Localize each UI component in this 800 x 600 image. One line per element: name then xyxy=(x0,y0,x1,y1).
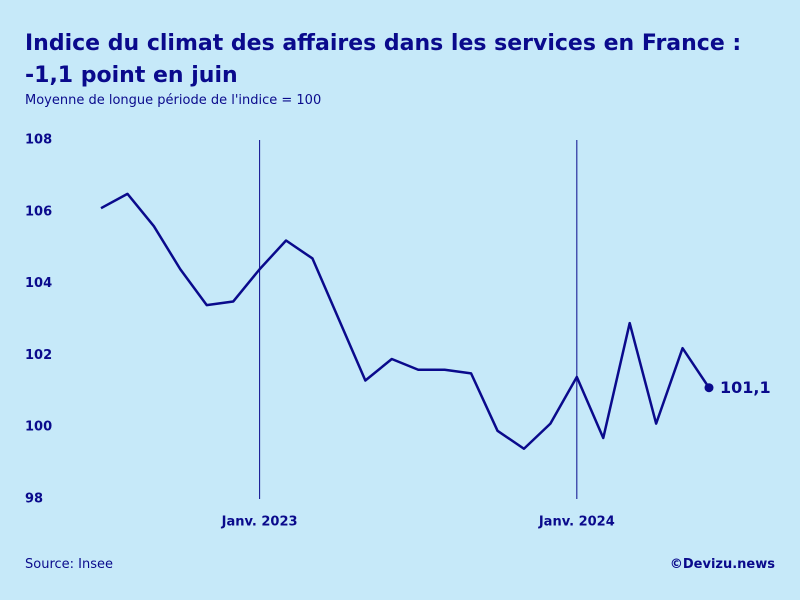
y-tick-label: 102 xyxy=(25,348,52,363)
x-tick-label: Janv. 2023 xyxy=(221,515,298,530)
credit: ©Devizu.news xyxy=(669,557,775,572)
y-tick-label: 106 xyxy=(25,204,52,219)
value-label: 101,1 xyxy=(720,378,771,397)
y-tick-label: 108 xyxy=(25,133,52,148)
x-tick-label: Janv. 2024 xyxy=(538,515,615,530)
y-tick-label: 98 xyxy=(25,492,43,507)
data-line xyxy=(100,192,711,450)
y-tick-label: 100 xyxy=(25,420,52,435)
chart-subtitle: Moyenne de longue période de l'indice = … xyxy=(25,93,322,108)
end-point xyxy=(704,383,714,393)
chart-title: Indice du climat des affaires dans les s… xyxy=(25,31,742,88)
y-tick-label: 104 xyxy=(25,276,52,291)
source: Source: Insee xyxy=(25,557,114,572)
